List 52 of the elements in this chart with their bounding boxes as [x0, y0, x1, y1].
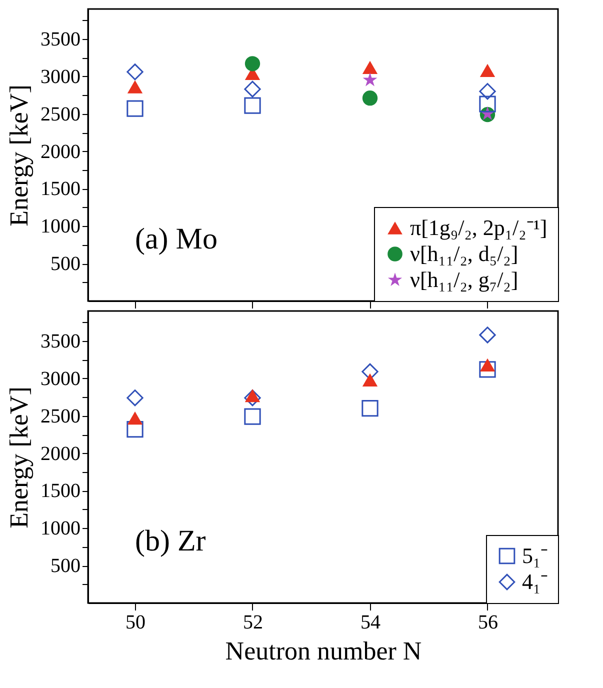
- x-tick-label: 54: [360, 612, 380, 634]
- x-tick-label: 56: [478, 612, 498, 634]
- point: [362, 72, 378, 86]
- y-tick-label: 3500: [40, 330, 80, 352]
- x-axis-title: Neutron number N: [225, 636, 422, 666]
- annotation: (b) Zr: [135, 524, 206, 558]
- point: [126, 390, 144, 406]
- y-tick-label: 3500: [40, 28, 80, 50]
- y-tick-label: 3000: [40, 66, 80, 88]
- point: [480, 64, 496, 77]
- point: [244, 56, 260, 72]
- point: [127, 412, 143, 425]
- y-tick-label: 1500: [40, 178, 80, 200]
- y-tick-label: 2500: [40, 103, 80, 126]
- y-tick-label: 2000: [40, 140, 80, 163]
- x-tick-label: 52: [243, 612, 263, 634]
- y-tick-label: 500: [50, 253, 80, 276]
- annotation: (a) Mo: [135, 222, 218, 256]
- legend-label: 4₁⁻: [522, 569, 548, 594]
- point: [244, 80, 261, 98]
- legend-label: 5₁⁻: [522, 543, 548, 568]
- point: [244, 97, 261, 114]
- y-tick-label: 1000: [40, 518, 80, 540]
- point: [126, 64, 144, 80]
- y-tick-label: 1500: [40, 480, 80, 502]
- y-tick-label: 3000: [40, 368, 80, 390]
- y-tick-label: 1000: [40, 216, 80, 238]
- point: [126, 420, 144, 438]
- point: [479, 326, 496, 344]
- point: [362, 373, 378, 386]
- point: [479, 96, 496, 112]
- point: [479, 83, 496, 100]
- point: [244, 389, 260, 402]
- point: [126, 100, 144, 117]
- y-tick-label: 2500: [40, 405, 80, 428]
- y-tick-label: 2000: [40, 442, 80, 465]
- legend-label: π[1g₉/₂, 2p₁/₂⁻¹]: [410, 215, 548, 240]
- point: [480, 358, 496, 372]
- point: [362, 60, 378, 74]
- y-tick-label: 500: [50, 555, 80, 578]
- point: [362, 90, 378, 106]
- y-axis-title: Energy [keV]: [4, 386, 34, 528]
- point: [362, 363, 378, 380]
- y-axis-title: Energy [keV]: [4, 84, 34, 226]
- x-tick-label: 50: [126, 612, 146, 634]
- point: [479, 361, 496, 378]
- point: [362, 400, 378, 417]
- point: [244, 390, 261, 406]
- legend-label: ν[h₁₁/₂, d₅/₂]: [410, 241, 518, 266]
- legend-label: ν[h₁₁/₂, g₇/₂]: [410, 267, 518, 292]
- point: [244, 408, 261, 425]
- point: [127, 80, 143, 94]
